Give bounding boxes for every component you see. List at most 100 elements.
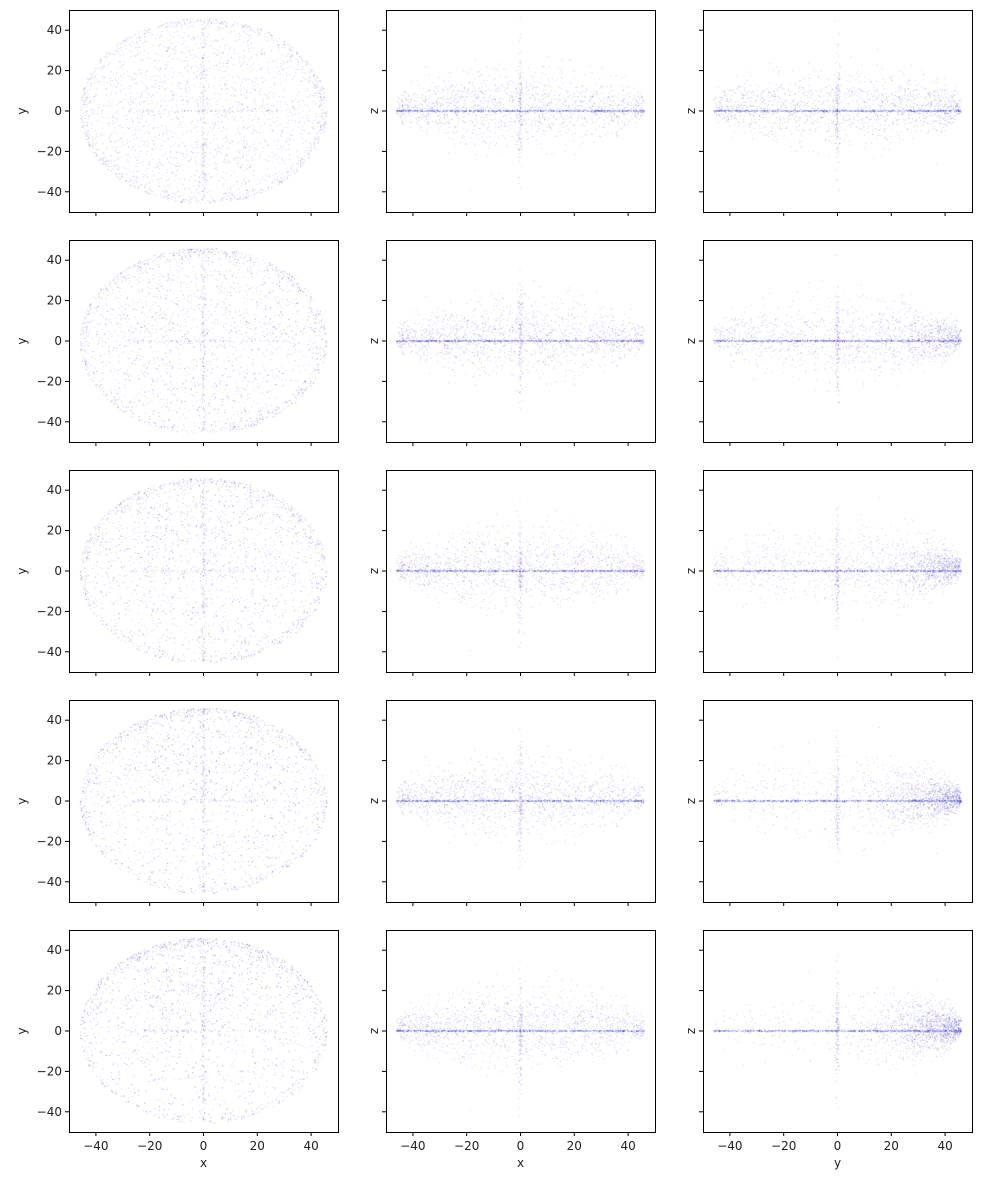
data-point — [186, 69, 188, 71]
data-point — [593, 101, 595, 104]
data-point — [224, 44, 226, 47]
data-point — [203, 86, 205, 89]
data-point — [594, 102, 596, 105]
data-point — [181, 52, 183, 54]
data-point — [138, 33, 140, 35]
data-point — [204, 176, 207, 178]
data-point — [449, 109, 451, 112]
data-point — [249, 166, 251, 168]
data-point — [166, 49, 169, 52]
data-point — [573, 93, 575, 96]
data-point — [427, 105, 429, 108]
data-point — [449, 122, 451, 125]
data-point — [105, 160, 108, 163]
data-point — [137, 109, 139, 111]
data-point — [207, 21, 209, 23]
data-point — [608, 104, 610, 106]
data-point — [288, 170, 290, 173]
data-point — [89, 114, 92, 117]
data-point — [592, 111, 594, 114]
data-point — [194, 99, 197, 102]
data-point — [552, 110, 555, 112]
data-point — [123, 61, 126, 63]
data-point — [114, 159, 116, 162]
data-point — [570, 112, 572, 114]
data-point — [203, 32, 205, 34]
data-point — [628, 119, 630, 121]
data-point — [199, 86, 201, 89]
data-point — [631, 118, 633, 120]
data-point — [634, 109, 636, 112]
data-point — [144, 35, 146, 38]
data-point — [293, 100, 295, 102]
data-point — [621, 110, 623, 113]
data-point — [276, 178, 278, 180]
data-point — [217, 127, 220, 129]
data-point — [178, 71, 180, 74]
data-point — [121, 46, 123, 48]
data-point — [509, 94, 511, 97]
data-point — [460, 109, 463, 112]
data-point — [537, 125, 539, 128]
data-point — [109, 77, 112, 80]
data-point — [203, 132, 205, 134]
data-point — [450, 110, 453, 112]
data-point — [301, 158, 304, 161]
data-point — [417, 109, 419, 112]
data-point — [245, 23, 247, 26]
data-point — [280, 81, 282, 83]
data-point — [129, 179, 132, 181]
data-point — [472, 107, 475, 109]
data-point — [423, 99, 425, 101]
data-point — [264, 190, 266, 192]
data-point — [200, 37, 202, 40]
data-point — [279, 105, 282, 108]
data-point — [182, 198, 185, 201]
data-point — [208, 26, 210, 28]
data-point — [91, 136, 93, 138]
data-point — [262, 190, 264, 192]
data-point — [280, 62, 282, 65]
data-point — [230, 95, 232, 97]
data-point — [137, 117, 139, 119]
data-point — [215, 65, 218, 67]
data-point — [525, 131, 527, 133]
data-point — [271, 181, 273, 184]
data-point — [582, 110, 584, 113]
data-point — [149, 182, 151, 184]
data-point — [200, 98, 203, 101]
data-point — [430, 109, 433, 112]
data-point — [293, 75, 295, 77]
data-point — [181, 153, 184, 155]
data-point — [602, 126, 604, 129]
data-point — [179, 145, 181, 147]
data-point — [463, 110, 465, 113]
data-point — [318, 140, 320, 142]
data-point — [116, 46, 118, 48]
data-point — [246, 106, 248, 108]
data-point — [425, 109, 427, 112]
data-point — [436, 107, 438, 109]
data-point — [636, 92, 639, 94]
data-point — [307, 67, 310, 70]
data-point — [85, 111, 88, 113]
data-point — [427, 110, 429, 112]
data-point — [223, 77, 225, 79]
data-point — [634, 110, 636, 113]
data-point — [309, 76, 311, 78]
data-point — [320, 105, 322, 108]
data-point — [202, 190, 204, 192]
data-point — [497, 110, 500, 112]
data-point — [426, 121, 429, 123]
data-point — [298, 55, 301, 58]
data-point — [465, 110, 467, 113]
data-point — [148, 188, 150, 190]
data-point — [88, 78, 90, 80]
data-point — [144, 100, 146, 103]
data-point — [279, 133, 282, 136]
data-point — [124, 167, 127, 170]
data-point — [475, 97, 478, 99]
data-point — [287, 122, 289, 125]
data-point — [267, 67, 270, 69]
data-point — [536, 109, 538, 112]
